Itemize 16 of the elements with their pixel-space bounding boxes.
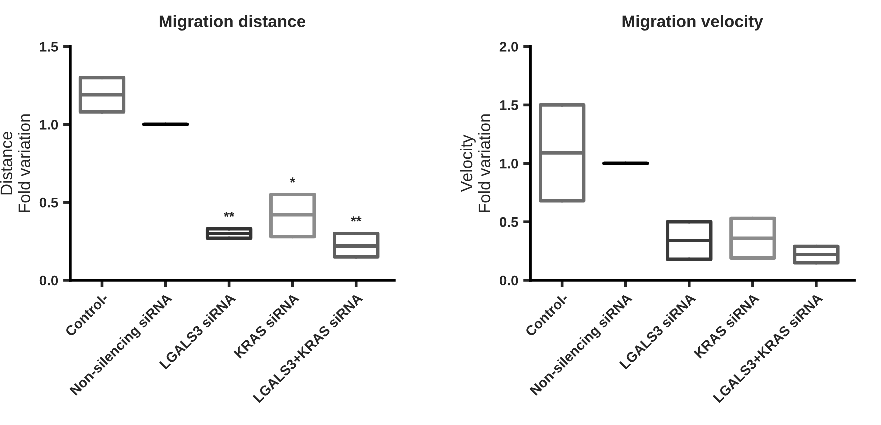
- y-axis-title: Velocity Fold variation: [460, 114, 491, 212]
- annotation: *: [290, 178, 296, 183]
- y-tick-label: 1.0: [500, 158, 518, 169]
- y-tick-label: 0.0: [40, 276, 58, 286]
- chart-title: Migration velocity: [622, 15, 764, 31]
- y-tick-label: 0.5: [40, 198, 58, 208]
- y-axis-title: Distance Fold variation: [0, 114, 31, 212]
- y-tick-label: 0.5: [500, 217, 518, 228]
- y-tick-label: 1.0: [40, 120, 58, 130]
- y-tick-label: 2.0: [500, 42, 518, 52]
- y-tick-label: 0.0: [500, 276, 518, 286]
- y-tick-label: 1.5: [40, 42, 58, 52]
- y-tick-label: 1.5: [500, 100, 518, 110]
- chart-title: Migration distance: [160, 15, 306, 31]
- annotation: **: [224, 212, 235, 218]
- annotation: **: [351, 216, 362, 222]
